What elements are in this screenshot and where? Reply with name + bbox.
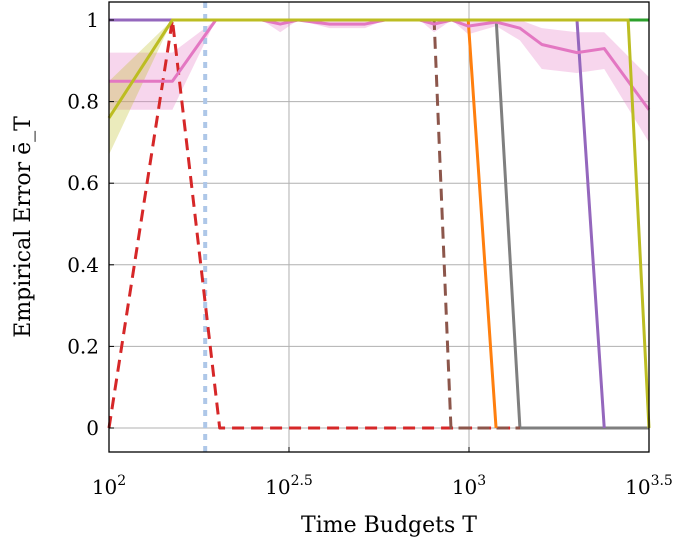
x-tick-label: 103 [452,473,486,499]
series-line [107,18,520,430]
series-line [107,18,651,429]
x-tick-label: 103.5 [625,473,673,499]
series-lines [107,2,651,452]
y-tick-label: 0.6 [67,171,99,195]
x-tick-label: 102.5 [265,473,313,499]
x-tick-label: 102 [92,473,126,499]
confidence-bands [109,20,649,428]
y-tick-label: 0.4 [67,253,99,277]
y-axis-label: Empirical Error ē_T [11,116,36,338]
y-tick-label: 0.2 [67,334,99,358]
y-tick-label: 0 [86,416,99,440]
y-tick-label: 1 [86,8,99,32]
confidence-band [109,20,649,143]
x-axis-label: Time Budgets T [301,513,477,538]
plot-frame [108,1,650,453]
series-line [109,18,649,430]
y-tick-label: 0.8 [67,90,99,114]
confidence-band [109,20,649,428]
